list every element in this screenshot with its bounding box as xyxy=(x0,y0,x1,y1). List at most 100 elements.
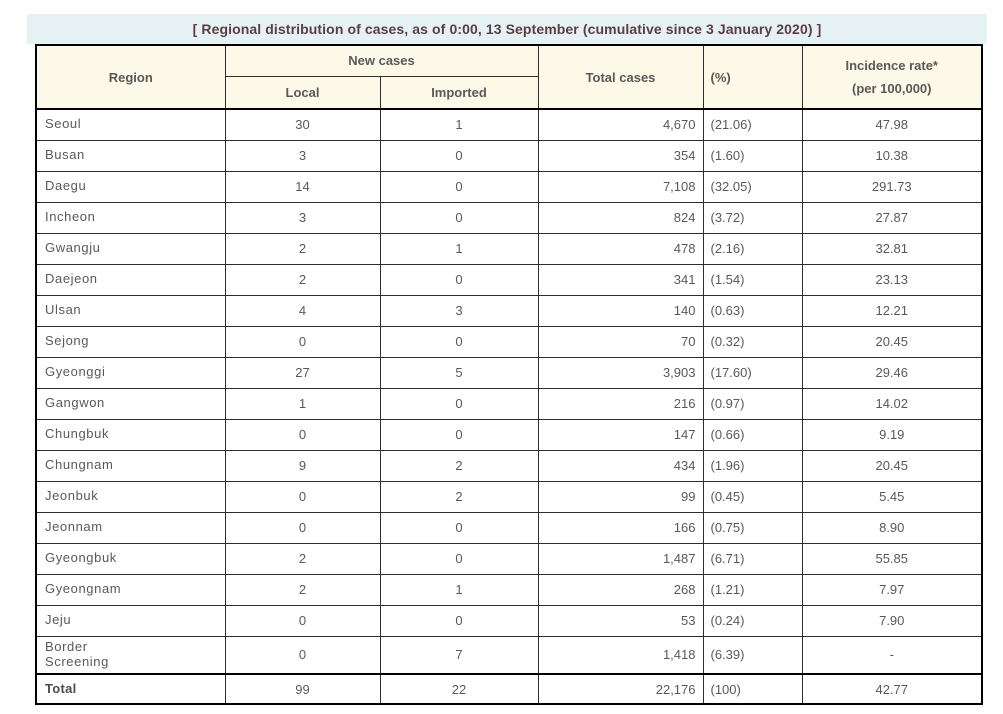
incidence-cell: 14.02 xyxy=(801,387,983,420)
local-cell: 0 xyxy=(224,635,381,675)
local-cell: 3 xyxy=(224,139,381,172)
imported-cell: 1 xyxy=(379,232,539,265)
region-cell: Incheon xyxy=(35,201,226,234)
percent-cell: (0.63) xyxy=(702,294,803,327)
table-row-jeonbuk: Jeonbuk 0 2 99 (0.45) 5.45 xyxy=(35,480,983,513)
table-row-ulsan: Ulsan 4 3 140 (0.63) 12.21 xyxy=(35,294,983,327)
total-cases-cell: 147 xyxy=(537,418,704,451)
region-cell: Daejeon xyxy=(35,263,226,296)
local-cell: 0 xyxy=(224,325,381,358)
local-cell: 2 xyxy=(224,542,381,575)
total-cases-cell: 4,670 xyxy=(537,108,704,141)
region-cell: Chungbuk xyxy=(35,418,226,451)
total-cases-cell: 354 xyxy=(537,139,704,172)
percent-cell: (21.06) xyxy=(702,108,803,141)
incidence-cell: 29.46 xyxy=(801,356,983,389)
table-title-bar: [ Regional distribution of cases, as of … xyxy=(27,14,987,44)
percent-cell: (1.21) xyxy=(702,573,803,606)
total-cases-cell: 1,418 xyxy=(537,635,704,675)
total-cases-cell: 216 xyxy=(537,387,704,420)
imported-cell: 22 xyxy=(379,673,539,705)
total-cases-cell: 434 xyxy=(537,449,704,482)
imported-cell: 0 xyxy=(379,511,539,544)
table-row-gwangju: Gwangju 2 1 478 (2.16) 32.81 xyxy=(35,232,983,265)
incidence-cell: 42.77 xyxy=(801,673,983,705)
incidence-cell: 55.85 xyxy=(801,542,983,575)
region-cell: Chungnam xyxy=(35,449,226,482)
table-body: Seoul 30 1 4,670 (21.06) 47.98 Busan 3 0… xyxy=(35,108,983,705)
total-cases-cell: 22,176 xyxy=(537,673,704,705)
imported-cell: 5 xyxy=(379,356,539,389)
col-header-new-cases: New cases xyxy=(224,44,539,77)
region-cell: Gyeonggi xyxy=(35,356,226,389)
table-row-border-screening: Border Screening 0 7 1,418 (6.39) - xyxy=(35,635,983,675)
percent-cell: (3.72) xyxy=(702,201,803,234)
table-row-chungbuk: Chungbuk 0 0 147 (0.66) 9.19 xyxy=(35,418,983,451)
region-cell: Jeju xyxy=(35,604,226,637)
region-cell: Daegu xyxy=(35,170,226,203)
local-cell: 2 xyxy=(224,573,381,606)
total-cases-cell: 824 xyxy=(537,201,704,234)
local-cell: 0 xyxy=(224,480,381,513)
col-header-imported: Imported xyxy=(379,75,539,110)
local-cell: 0 xyxy=(224,418,381,451)
incidence-cell: 20.45 xyxy=(801,449,983,482)
total-cases-cell: 99 xyxy=(537,480,704,513)
local-cell: 1 xyxy=(224,387,381,420)
incidence-cell: 10.38 xyxy=(801,139,983,172)
incidence-cell: 7.97 xyxy=(801,573,983,606)
imported-cell: 2 xyxy=(379,449,539,482)
percent-cell: (32.05) xyxy=(702,170,803,203)
local-cell: 4 xyxy=(224,294,381,327)
region-cell: Gangwon xyxy=(35,387,226,420)
local-cell: 9 xyxy=(224,449,381,482)
col-header-region: Region xyxy=(35,44,226,110)
percent-cell: (0.97) xyxy=(702,387,803,420)
percent-cell: (0.24) xyxy=(702,604,803,637)
table-row-gangwon: Gangwon 1 0 216 (0.97) 14.02 xyxy=(35,387,983,420)
imported-cell: 0 xyxy=(379,263,539,296)
imported-cell: 3 xyxy=(379,294,539,327)
incidence-cell: 20.45 xyxy=(801,325,983,358)
col-header-total-cases: Total cases xyxy=(537,44,704,110)
table-row-jeonnam: Jeonnam 0 0 166 (0.75) 8.90 xyxy=(35,511,983,544)
local-cell: 30 xyxy=(224,108,381,141)
percent-cell: (1.54) xyxy=(702,263,803,296)
table-row-gyeongbuk: Gyeongbuk 2 0 1,487 (6.71) 55.85 xyxy=(35,542,983,575)
incidence-cell: 8.90 xyxy=(801,511,983,544)
percent-cell: (100) xyxy=(702,673,803,705)
table-row-chungnam: Chungnam 9 2 434 (1.96) 20.45 xyxy=(35,449,983,482)
table-header: Region New cases Total cases (%) Inciden… xyxy=(35,44,983,110)
imported-cell: 0 xyxy=(379,325,539,358)
incidence-cell: 7.90 xyxy=(801,604,983,637)
percent-cell: (1.60) xyxy=(702,139,803,172)
percent-cell: (0.75) xyxy=(702,511,803,544)
region-cell: Gyeongbuk xyxy=(35,542,226,575)
imported-cell: 0 xyxy=(379,201,539,234)
incidence-cell: 5.45 xyxy=(801,480,983,513)
incidence-rate-unit: (per 100,000) xyxy=(852,80,932,96)
incidence-cell: 47.98 xyxy=(801,108,983,141)
table-row-gyeonggi: Gyeonggi 27 5 3,903 (17.60) 29.46 xyxy=(35,356,983,389)
total-cases-cell: 70 xyxy=(537,325,704,358)
total-cases-cell: 341 xyxy=(537,263,704,296)
imported-cell: 0 xyxy=(379,542,539,575)
total-cases-cell: 268 xyxy=(537,573,704,606)
total-cases-cell: 140 xyxy=(537,294,704,327)
local-cell: 3 xyxy=(224,201,381,234)
local-cell: 2 xyxy=(224,263,381,296)
imported-cell: 0 xyxy=(379,139,539,172)
total-cases-cell: 3,903 xyxy=(537,356,704,389)
local-cell: 99 xyxy=(224,673,381,705)
imported-cell: 0 xyxy=(379,418,539,451)
region-cell: Gyeongnam xyxy=(35,573,226,606)
total-cases-cell: 1,487 xyxy=(537,542,704,575)
table-row-daegu: Daegu 14 0 7,108 (32.05) 291.73 xyxy=(35,170,983,203)
region-cell: Ulsan xyxy=(35,294,226,327)
percent-cell: (0.45) xyxy=(702,480,803,513)
imported-cell: 2 xyxy=(379,480,539,513)
table-row-incheon: Incheon 3 0 824 (3.72) 27.87 xyxy=(35,201,983,234)
region-cell: Sejong xyxy=(35,325,226,358)
table-row-total: Total 99 22 22,176 (100) 42.77 xyxy=(35,673,983,705)
incidence-cell: 23.13 xyxy=(801,263,983,296)
